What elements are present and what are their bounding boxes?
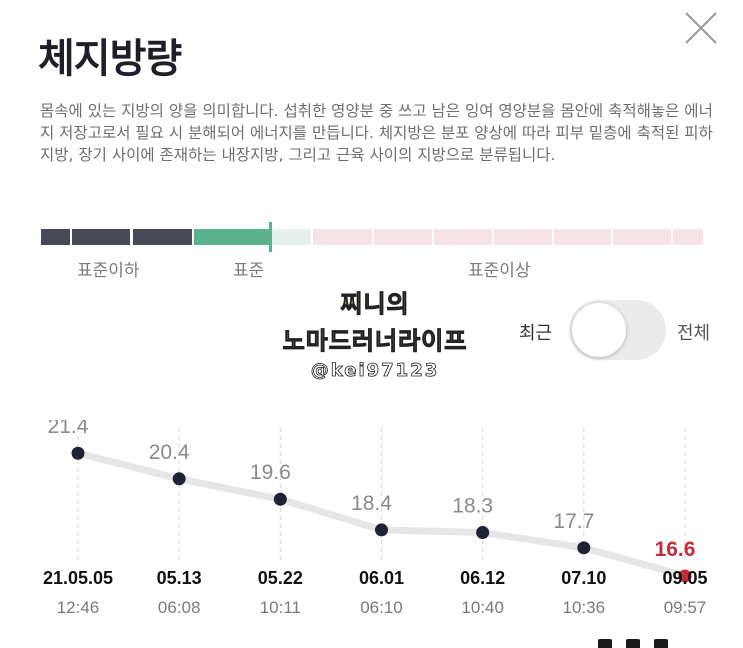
range-seg-below-1 <box>41 229 70 245</box>
page-title: 체지방량 <box>38 36 182 82</box>
period-toggle[interactable] <box>569 300 666 360</box>
range-bar <box>41 229 703 245</box>
watermark-line2: 노마드러너라이프 <box>282 327 468 356</box>
range-seg-above-1 <box>313 229 372 245</box>
data-point <box>273 492 287 506</box>
range-seg-above-7 <box>673 229 703 245</box>
x-tick-time: 10:40 <box>461 598 504 617</box>
body-fat-line-chart: 21.4 21.05.05 12:46 20.4 05.13 06:08 19.6 05.22… <box>43 420 708 617</box>
x-tick-date: 06.01 <box>359 568 404 588</box>
x-tick-time: 06:08 <box>158 598 201 617</box>
x-tick-time: 10:36 <box>563 598 606 617</box>
close-icon[interactable] <box>683 10 719 46</box>
x-tick-time: 12:46 <box>57 598 100 617</box>
range-label-standard: 표준 <box>233 261 265 281</box>
data-point <box>476 525 490 539</box>
data-point <box>172 472 186 486</box>
x-tick-date: 09.05 <box>662 568 707 588</box>
data-point <box>375 523 388 537</box>
x-tick-date: 05.13 <box>157 568 202 588</box>
x-tick-date: 07.10 <box>561 568 606 588</box>
data-label: 20.4 <box>149 441 190 464</box>
data-label: 16.6 <box>655 538 696 561</box>
range-label-below: 표준이하 <box>77 261 140 281</box>
data-point <box>71 446 85 460</box>
watermark-line1: 찌니의 <box>340 290 410 319</box>
x-tick-date: 06.12 <box>460 568 505 588</box>
data-point <box>678 569 692 583</box>
toggle-label-recent: 최근 <box>519 323 553 344</box>
range-label-above: 표준이상 <box>468 261 531 281</box>
data-label: 18.4 <box>351 492 392 515</box>
range-seg-standard-2 <box>269 229 311 245</box>
toggle-label-all: 전체 <box>677 323 711 344</box>
data-point <box>577 541 591 555</box>
range-marker <box>269 222 272 252</box>
x-tick-time: 09:57 <box>664 598 707 617</box>
x-tick-date: 05.22 <box>258 568 303 588</box>
x-tick-time: 10:11 <box>260 598 301 617</box>
range-seg-above-5 <box>554 229 611 245</box>
x-tick-date: 21.05.05 <box>43 568 113 588</box>
data-label: 21.4 <box>48 420 89 438</box>
range-seg-above-4 <box>494 229 552 245</box>
range-seg-standard-1 <box>194 229 269 245</box>
data-label: 18.3 <box>452 494 493 517</box>
description-text: 몸속에 있는 지방의 양을 의미합니다. 섭취한 영양분 중 쓰고 남은 잉여 … <box>40 102 713 164</box>
watermark-line3: @kei97123 <box>310 360 440 382</box>
data-label: 17.7 <box>553 510 594 533</box>
watermark-logo: 찌니의 노마드러너라이프 @kei97123 <box>250 284 500 384</box>
range-seg-above-2 <box>374 229 432 245</box>
cropped-bottom-fragment <box>598 636 688 648</box>
range-seg-below-2 <box>72 229 130 245</box>
toggle-knob[interactable] <box>572 303 626 357</box>
x-tick-time: 06:10 <box>360 598 403 617</box>
data-label: 19.6 <box>250 461 291 484</box>
range-seg-above-6 <box>613 229 671 245</box>
range-seg-below-3 <box>133 229 192 245</box>
range-seg-above-3 <box>434 229 492 245</box>
